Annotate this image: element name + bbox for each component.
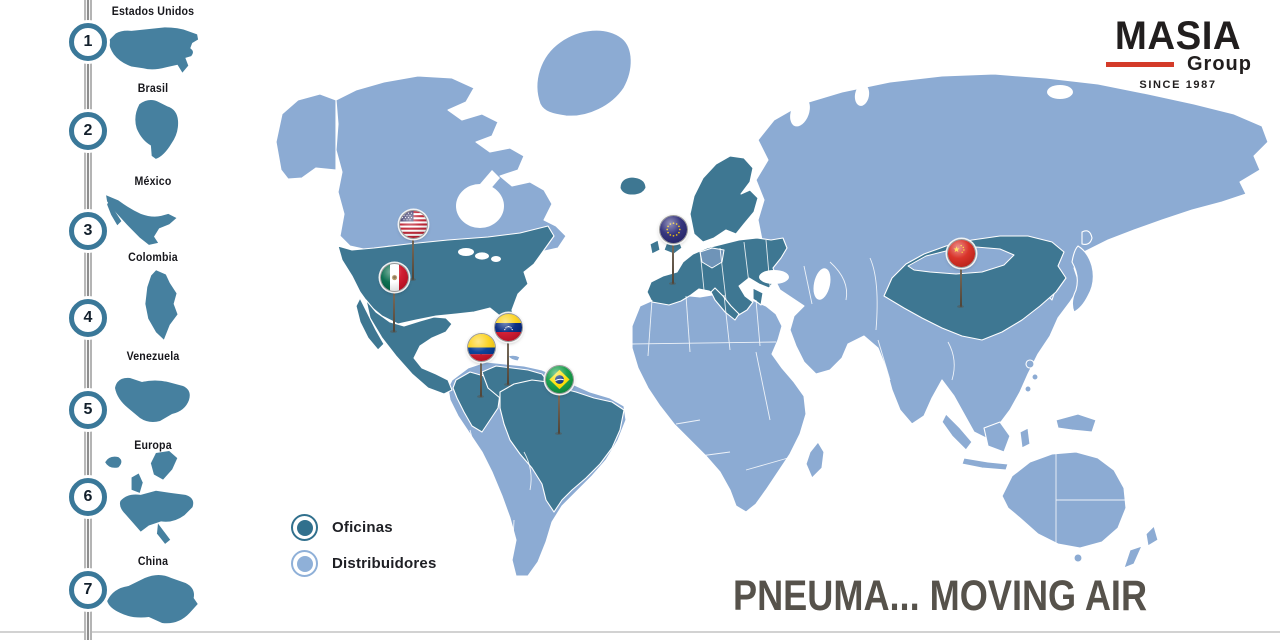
step-number: 7 [83,581,93,598]
silhouette-venezuela [115,377,190,422]
sidebar-step-6: 6 [69,478,107,516]
mexico-flag-icon [380,263,408,291]
legend-distributors: Distribuidores [291,550,436,577]
sidebar-step-5: 5 [69,391,107,429]
sidebar-step-1: 1 [69,23,107,61]
offices-label: Oficinas [332,519,393,536]
distributors-label: Distribuidores [332,555,437,572]
bottom-divider [0,631,1280,633]
logo-group-text: Group [1187,53,1252,75]
pin-stick [504,327,511,386]
silhouette-brasil [135,100,179,159]
offices-dot-icon [291,514,318,541]
sidebar-step-4: 4 [69,299,107,337]
pin-stick [957,253,964,308]
silhouette-china [107,575,198,624]
sidebar-label-europa: Europa [134,440,172,452]
step-number: 3 [83,222,93,239]
tagline: PNEUMA... MOVING AIR [733,572,1148,620]
sidebar-label-estados-unidos: Estados Unidos [111,6,195,18]
step-number: 4 [83,309,93,326]
venezuela-flag-icon [494,313,522,341]
colombia-flag-icon [467,333,495,361]
step-number: 6 [83,488,93,505]
pin-stick [669,229,676,285]
logo-brand-text: MASIA [1114,14,1242,58]
sidebar-step-7: 7 [69,571,107,609]
usa-flag-icon [399,210,427,238]
step-number: 5 [83,401,93,418]
logo-since-text: SINCE 1987 [1139,79,1217,91]
sidebar-label-mexico: México [134,176,172,188]
china-flag-icon [947,239,975,267]
silhouette-colombia [145,270,178,340]
legend-offices: Oficinas [291,514,393,541]
pin-stick [477,347,484,398]
pin-stick [555,379,562,435]
sidebar-step-2: 2 [69,112,107,150]
sidebar-label-brasil: Brasil [137,83,169,95]
pin-stick [390,277,397,333]
logo-underline: Group [1098,53,1258,77]
brazil-flag-icon [545,365,573,393]
silhouette-mexico [106,195,177,245]
eu-flag-icon [659,215,687,243]
silhouette-estados-unidos [108,27,199,73]
sidebar-step-3: 3 [69,212,107,250]
distributors-dot-icon [291,550,318,577]
sidebar-label-china: China [137,556,169,568]
step-number: 1 [83,33,93,50]
pin-stick [409,224,416,281]
silhouette-europa [105,451,194,544]
sidebar-label-colombia: Colombia [128,252,178,264]
logo-red-bar [1106,62,1174,67]
sidebar-label-venezuela: Venezuela [126,351,180,363]
step-number: 2 [83,122,93,139]
masia-group-logo: MASIA Group SINCE 1987 [1098,16,1258,91]
